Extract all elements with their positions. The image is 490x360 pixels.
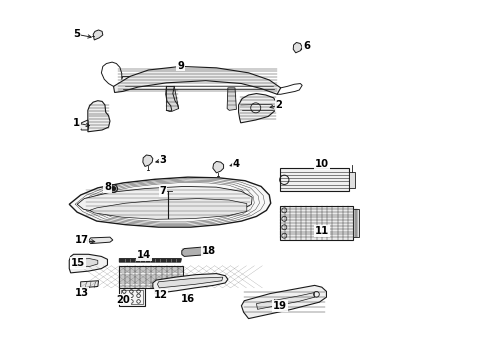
- Polygon shape: [293, 42, 302, 53]
- Polygon shape: [242, 285, 326, 319]
- Polygon shape: [80, 120, 88, 130]
- Polygon shape: [182, 247, 205, 256]
- Polygon shape: [75, 258, 98, 267]
- Text: 14: 14: [137, 250, 151, 260]
- Text: 17: 17: [74, 235, 88, 245]
- Text: 20: 20: [116, 295, 130, 305]
- Text: 11: 11: [315, 226, 329, 236]
- Polygon shape: [213, 161, 223, 173]
- Polygon shape: [69, 254, 107, 273]
- Polygon shape: [77, 186, 252, 217]
- Text: 4: 4: [233, 159, 240, 169]
- Polygon shape: [353, 209, 359, 237]
- Polygon shape: [119, 266, 183, 288]
- Text: 8: 8: [104, 182, 111, 192]
- Polygon shape: [88, 101, 110, 132]
- Text: 3: 3: [159, 156, 166, 165]
- Polygon shape: [93, 30, 103, 40]
- Text: 19: 19: [273, 301, 287, 311]
- Text: 2: 2: [275, 100, 282, 110]
- Text: 5: 5: [73, 29, 80, 39]
- Text: 13: 13: [74, 288, 88, 297]
- Polygon shape: [256, 293, 315, 309]
- Text: 10: 10: [315, 159, 329, 169]
- Polygon shape: [119, 288, 145, 306]
- Text: 16: 16: [181, 294, 195, 303]
- Polygon shape: [167, 86, 178, 111]
- Polygon shape: [157, 277, 223, 288]
- Text: 18: 18: [201, 246, 216, 256]
- Polygon shape: [280, 168, 348, 192]
- Polygon shape: [119, 258, 181, 262]
- Polygon shape: [89, 237, 113, 244]
- Polygon shape: [239, 94, 277, 123]
- Text: 1: 1: [73, 118, 80, 128]
- Polygon shape: [69, 177, 270, 227]
- Text: 6: 6: [303, 41, 310, 51]
- Text: 12: 12: [153, 290, 168, 300]
- Polygon shape: [348, 172, 355, 188]
- Polygon shape: [227, 88, 237, 111]
- Text: 15: 15: [71, 258, 85, 268]
- Polygon shape: [114, 66, 281, 94]
- Polygon shape: [81, 281, 98, 288]
- Polygon shape: [153, 274, 228, 294]
- Polygon shape: [143, 155, 153, 166]
- Text: 9: 9: [177, 61, 184, 71]
- Text: 7: 7: [159, 186, 166, 197]
- Polygon shape: [280, 206, 353, 240]
- Circle shape: [112, 187, 115, 190]
- Polygon shape: [90, 199, 247, 219]
